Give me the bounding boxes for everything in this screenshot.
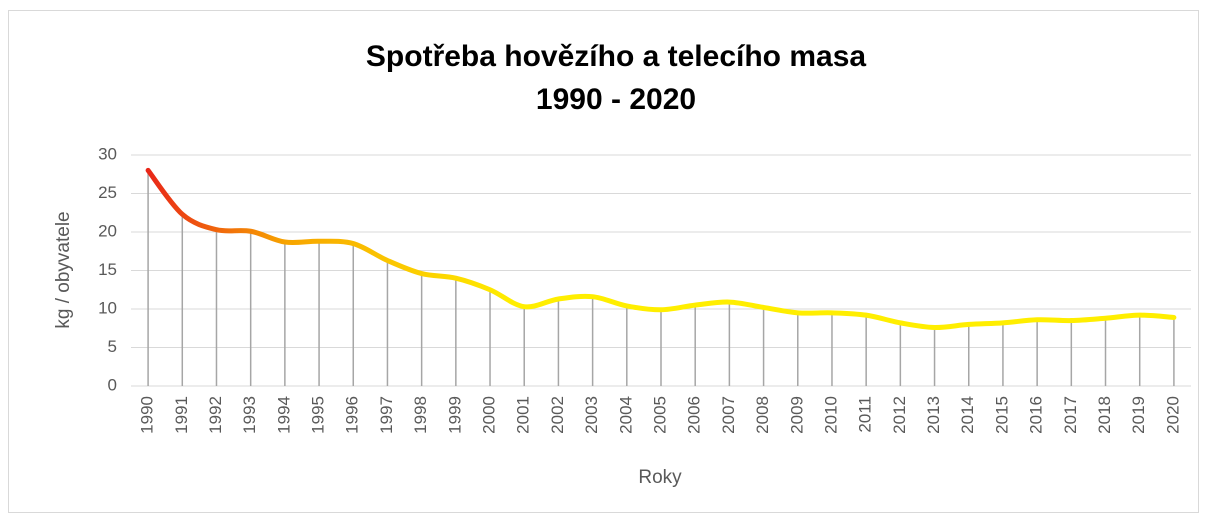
- x-tick-label: 2014: [958, 396, 977, 434]
- data-line: [145, 167, 1177, 330]
- x-tick-label: 2009: [787, 396, 806, 434]
- x-tick-label: 1991: [172, 396, 191, 434]
- x-tick-label: 2005: [650, 396, 669, 434]
- y-axis-title: kg / obyvatele: [53, 211, 74, 328]
- x-tick-label: 2007: [719, 396, 738, 434]
- y-tick-label: 25: [98, 183, 117, 202]
- x-tick-label: 2000: [480, 396, 499, 434]
- x-tick-label: 2001: [514, 396, 533, 434]
- chart-title: Spotřeba hovězího a telecího masa: [366, 40, 866, 73]
- x-tick-label: 1990: [138, 396, 157, 434]
- chart-border: [8, 10, 1199, 513]
- y-tick-label: 0: [108, 375, 117, 394]
- x-tick-label: 2008: [753, 396, 772, 434]
- x-tick-label: 2016: [1027, 396, 1046, 434]
- x-tick-label: 1998: [411, 396, 430, 434]
- x-tick-label: 2006: [685, 396, 704, 434]
- x-tick-label: 2013: [924, 396, 943, 434]
- x-tick-label: 1997: [377, 396, 396, 434]
- y-tick-label: 30: [98, 144, 117, 163]
- x-tick-label: 2017: [1061, 396, 1080, 434]
- y-tick-label: 10: [98, 298, 117, 317]
- y-tick-label: 15: [98, 260, 117, 279]
- x-tick-label: 2020: [1163, 396, 1182, 434]
- x-tick-label: 2012: [890, 396, 909, 434]
- x-tick-label: 2010: [821, 396, 840, 434]
- x-axis-title: Roky: [638, 467, 682, 488]
- x-tick-label: 1993: [240, 396, 259, 434]
- x-tick-label: 2019: [1129, 396, 1148, 434]
- x-tick-label: 2018: [1095, 396, 1114, 434]
- x-tick-label: 1992: [206, 396, 225, 434]
- y-tick-label: 5: [108, 337, 117, 356]
- x-tick-label: 1994: [274, 396, 293, 434]
- x-tick-label: 2011: [856, 396, 875, 433]
- chart-subtitle: 1990 - 2020: [536, 83, 696, 116]
- x-tick-label: 2003: [582, 396, 601, 434]
- x-tick-label: 2004: [616, 396, 635, 434]
- y-tick-label: 20: [98, 221, 117, 240]
- x-tick-label: 2015: [992, 396, 1011, 434]
- x-tick-label: 1996: [343, 396, 362, 434]
- x-tick-label: 1995: [309, 396, 328, 434]
- x-tick-label: 1999: [445, 396, 464, 434]
- x-tick-label: 2002: [548, 396, 567, 434]
